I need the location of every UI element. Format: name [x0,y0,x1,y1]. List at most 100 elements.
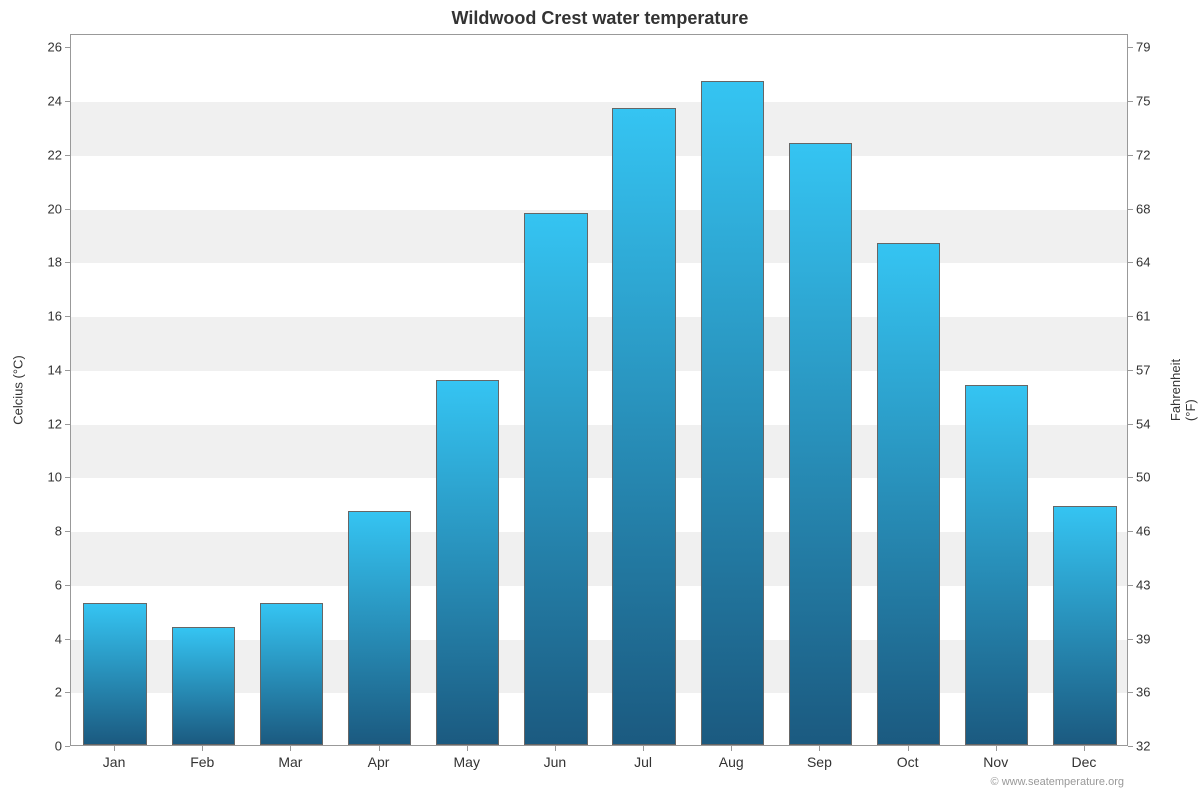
y-tick-right-label: 50 [1136,470,1150,485]
y-tick-left-label: 12 [32,416,62,431]
x-tick-mark [819,746,820,751]
y-tick-left-label: 14 [32,362,62,377]
y-tick-right-label: 68 [1136,201,1150,216]
grid-band [71,317,1127,371]
bar [965,385,1028,745]
y-tick-mark-left [65,746,70,747]
x-tick-label: Aug [719,754,744,770]
attribution-text: © www.seatemperature.org [991,776,1124,788]
y-tick-left-label: 4 [32,631,62,646]
y-tick-mark-right [1128,531,1133,532]
y-tick-right-label: 79 [1136,40,1150,55]
y-axis-label-right: Fahrenheit (°F) [1168,359,1198,421]
y-tick-mark-right [1128,639,1133,640]
y-tick-left-label: 20 [32,201,62,216]
bar [260,603,323,745]
x-tick-label: Dec [1071,754,1096,770]
y-tick-mark-right [1128,262,1133,263]
y-tick-mark-right [1128,316,1133,317]
y-tick-mark-right [1128,370,1133,371]
y-axis-label-left: Celcius (°C) [11,355,26,424]
y-tick-mark-right [1128,47,1133,48]
bar [701,81,764,745]
y-tick-right-label: 32 [1136,739,1150,754]
y-tick-mark-left [65,585,70,586]
y-tick-mark-left [65,370,70,371]
y-tick-mark-left [65,209,70,210]
x-tick-mark [114,746,115,751]
x-tick-label: Jan [103,754,126,770]
y-tick-mark-left [65,477,70,478]
y-tick-mark-right [1128,209,1133,210]
y-tick-mark-left [65,692,70,693]
y-tick-mark-left [65,47,70,48]
y-tick-mark-right [1128,424,1133,425]
x-tick-label: Nov [983,754,1008,770]
x-tick-label: Jul [634,754,652,770]
y-tick-right-label: 46 [1136,524,1150,539]
y-tick-left-label: 26 [32,40,62,55]
grid-band [71,210,1127,264]
x-tick-mark [643,746,644,751]
x-tick-mark [731,746,732,751]
x-tick-label: Feb [190,754,214,770]
y-tick-mark-right [1128,101,1133,102]
y-tick-right-label: 54 [1136,416,1150,431]
y-tick-mark-left [65,639,70,640]
y-tick-mark-right [1128,477,1133,478]
x-tick-label: Mar [278,754,302,770]
y-tick-right-label: 39 [1136,631,1150,646]
y-tick-left-label: 8 [32,524,62,539]
y-tick-mark-right [1128,155,1133,156]
y-tick-left-label: 22 [32,147,62,162]
y-tick-mark-left [65,101,70,102]
x-tick-mark [467,746,468,751]
x-tick-label: Sep [807,754,832,770]
bar [789,143,852,745]
x-tick-mark [1084,746,1085,751]
x-tick-label: Apr [368,754,390,770]
bar [436,380,499,745]
y-tick-left-label: 24 [32,94,62,109]
y-tick-mark-left [65,316,70,317]
x-tick-label: May [454,754,480,770]
y-tick-mark-left [65,531,70,532]
bar [877,243,940,745]
bar [612,108,675,745]
y-tick-left-label: 16 [32,309,62,324]
bar [83,603,146,745]
bar [172,627,235,745]
y-tick-right-label: 64 [1136,255,1150,270]
y-tick-mark-right [1128,585,1133,586]
y-tick-left-label: 10 [32,470,62,485]
x-tick-mark [996,746,997,751]
y-tick-right-label: 75 [1136,94,1150,109]
y-tick-left-label: 0 [32,739,62,754]
y-tick-right-label: 61 [1136,309,1150,324]
x-tick-mark [908,746,909,751]
y-tick-mark-left [65,424,70,425]
x-tick-mark [290,746,291,751]
x-tick-label: Oct [897,754,919,770]
y-tick-right-label: 72 [1136,147,1150,162]
y-tick-right-label: 36 [1136,685,1150,700]
y-tick-left-label: 6 [32,577,62,592]
chart-title: Wildwood Crest water temperature [0,8,1200,29]
y-tick-mark-right [1128,692,1133,693]
y-tick-mark-right [1128,746,1133,747]
x-tick-mark [202,746,203,751]
plot-area [70,34,1128,746]
bar [1053,506,1116,745]
y-tick-right-label: 57 [1136,362,1150,377]
bar [348,511,411,745]
grid-band [71,102,1127,156]
y-tick-mark-left [65,155,70,156]
y-tick-left-label: 18 [32,255,62,270]
y-tick-mark-left [65,262,70,263]
bar [524,213,587,745]
chart-container: Wildwood Crest water temperature Celcius… [0,0,1200,800]
y-tick-right-label: 43 [1136,577,1150,592]
x-tick-label: Jun [544,754,567,770]
x-tick-mark [555,746,556,751]
x-tick-mark [379,746,380,751]
